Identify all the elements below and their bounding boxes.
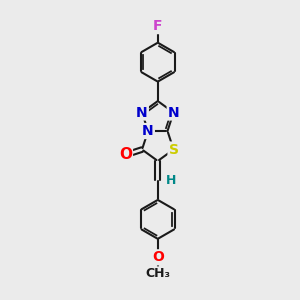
Text: S: S [169, 142, 178, 157]
Text: O: O [152, 250, 164, 264]
Text: N: N [168, 106, 179, 119]
Text: H: H [166, 174, 177, 187]
Text: O: O [119, 147, 132, 162]
Text: F: F [153, 19, 163, 33]
Text: N: N [136, 106, 148, 119]
Text: CH₃: CH₃ [145, 267, 170, 280]
Text: N: N [142, 124, 154, 138]
